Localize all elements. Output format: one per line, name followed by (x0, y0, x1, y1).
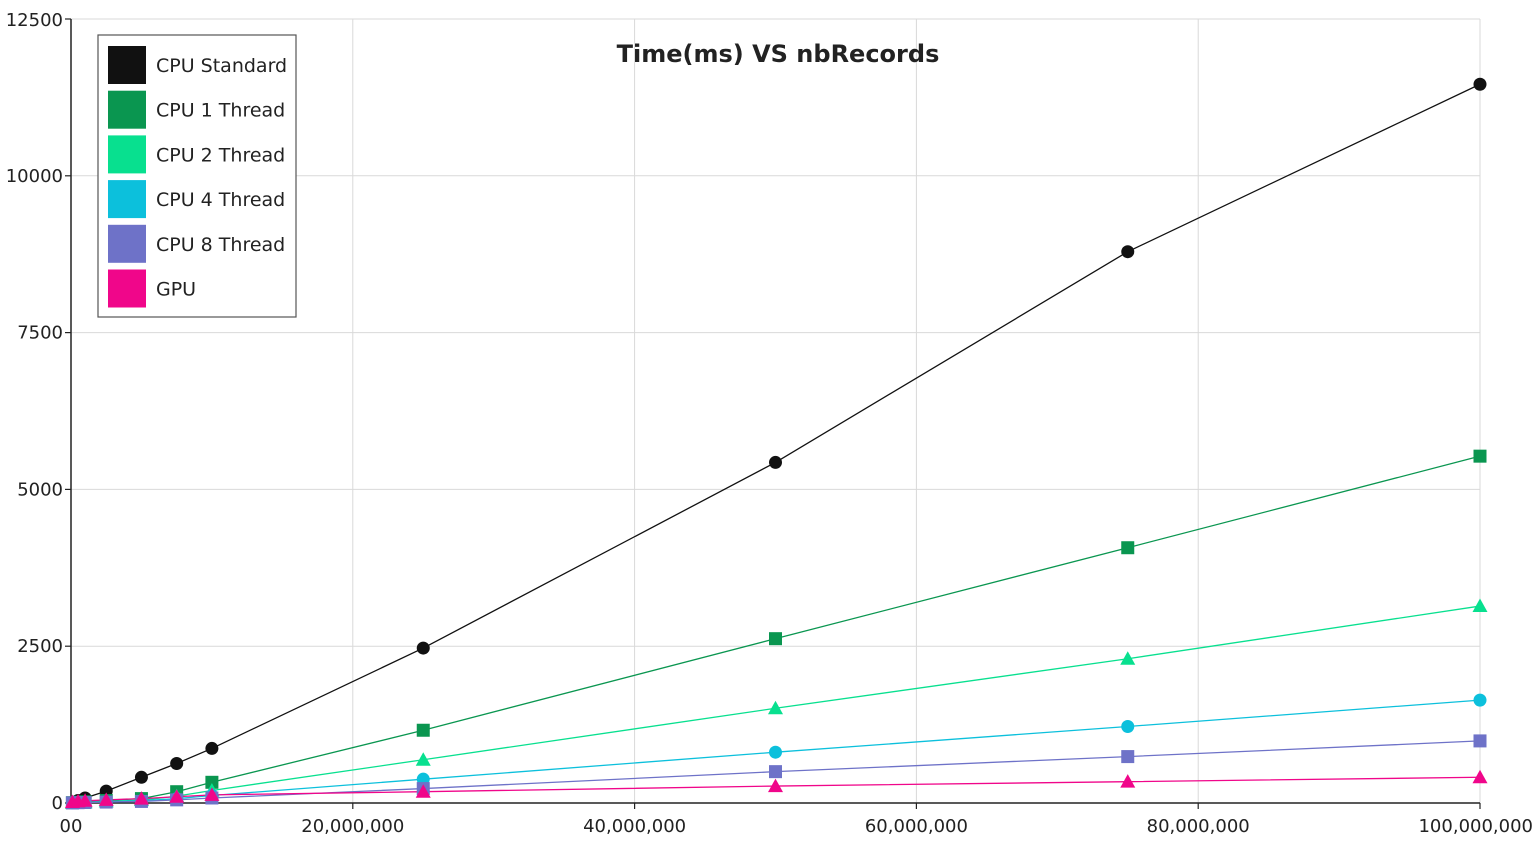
legend-label-cpu-2-thread: CPU 2 Thread (156, 144, 285, 166)
data-point-cpu-4-thread (769, 745, 782, 759)
data-point-cpu-standard (134, 770, 148, 784)
data-point-gpu (133, 791, 149, 805)
x-tick-label: 100,000,000 (1418, 816, 1533, 837)
y-tick-label: 0 (52, 793, 63, 814)
data-point-cpu-standard (170, 756, 184, 770)
x-tick-label: 60,000,000 (865, 816, 968, 837)
x-tick-label: 00 (60, 816, 83, 837)
legend-swatch-cpu-2-thread (108, 135, 146, 174)
data-point-gpu (1472, 769, 1488, 784)
y-tick-label: 10000 (6, 166, 63, 187)
data-point-cpu-2-thread (1120, 651, 1136, 665)
legend-swatch-cpu-4-thread (108, 180, 146, 219)
legend-swatch-cpu-1-thread (108, 90, 146, 129)
legend-label-cpu-standard: CPU Standard (156, 55, 287, 77)
x-axis-ticks: 00 20,000,000 40,000,000 60,000,000 80,000,0… (60, 803, 1533, 837)
data-point-cpu-standard (416, 641, 430, 655)
data-point-gpu (415, 784, 431, 798)
data-point-gpu (1120, 774, 1136, 788)
data-point-gpu (169, 789, 185, 803)
data-point-cpu-1-thread (416, 723, 430, 737)
series-markers (64, 77, 1488, 810)
x-tick-label: 20,000,000 (301, 816, 404, 837)
data-point-cpu-4-thread (1121, 719, 1135, 733)
legend-swatch-gpu (108, 269, 146, 308)
data-point-cpu-4-thread (1473, 693, 1487, 707)
data-point-cpu-8-thread (769, 765, 782, 779)
data-point-cpu-2-thread (415, 752, 431, 766)
data-point-cpu-standard (1473, 77, 1487, 91)
legend-label-cpu-4-thread: CPU 4 Thread (156, 189, 285, 211)
y-tick-label: 5000 (17, 479, 63, 500)
data-point-cpu-standard (1121, 245, 1135, 259)
data-point-cpu-standard (769, 455, 782, 469)
data-point-cpu-1-thread (205, 775, 219, 789)
data-point-cpu-2-thread (768, 700, 783, 715)
legend-swatch-cpu-standard (108, 46, 146, 84)
legend-label-gpu: GPU (156, 279, 196, 301)
legend-label-cpu-1-thread: CPU 1 Thread (156, 100, 285, 122)
y-tick-label: 2500 (17, 636, 63, 657)
legend-label-cpu-8-thread: CPU 8 Thread (156, 234, 285, 256)
data-point-cpu-8-thread (1473, 734, 1487, 748)
data-point-cpu-1-thread (1121, 541, 1135, 555)
y-axis-ticks: 0 2500 5000 7500 10000 12500 (6, 10, 71, 814)
data-point-cpu-standard (205, 741, 219, 755)
axes (70, 19, 1480, 804)
legend: CPU Standard CPU 1 Thread CPU 2 Thread CPU … (97, 34, 297, 318)
y-tick-label: 12500 (6, 10, 63, 31)
data-point-cpu-1-thread (1473, 449, 1487, 463)
x-tick-label: 80,000,000 (1147, 816, 1250, 837)
data-point-gpu (768, 778, 783, 793)
grid (71, 18, 1481, 803)
data-point-gpu (98, 792, 114, 806)
legend-swatch-cpu-8-thread (108, 224, 146, 263)
data-point-cpu-2-thread (1472, 598, 1488, 613)
y-tick-label: 7500 (17, 323, 63, 344)
data-point-gpu (204, 787, 220, 801)
chart-title: Time(ms) VS nbRecords (617, 40, 940, 68)
data-point-gpu (77, 793, 93, 807)
data-point-cpu-1-thread (769, 632, 782, 646)
data-point-cpu-8-thread (1121, 750, 1135, 764)
x-tick-label: 40,000,000 (583, 816, 686, 837)
